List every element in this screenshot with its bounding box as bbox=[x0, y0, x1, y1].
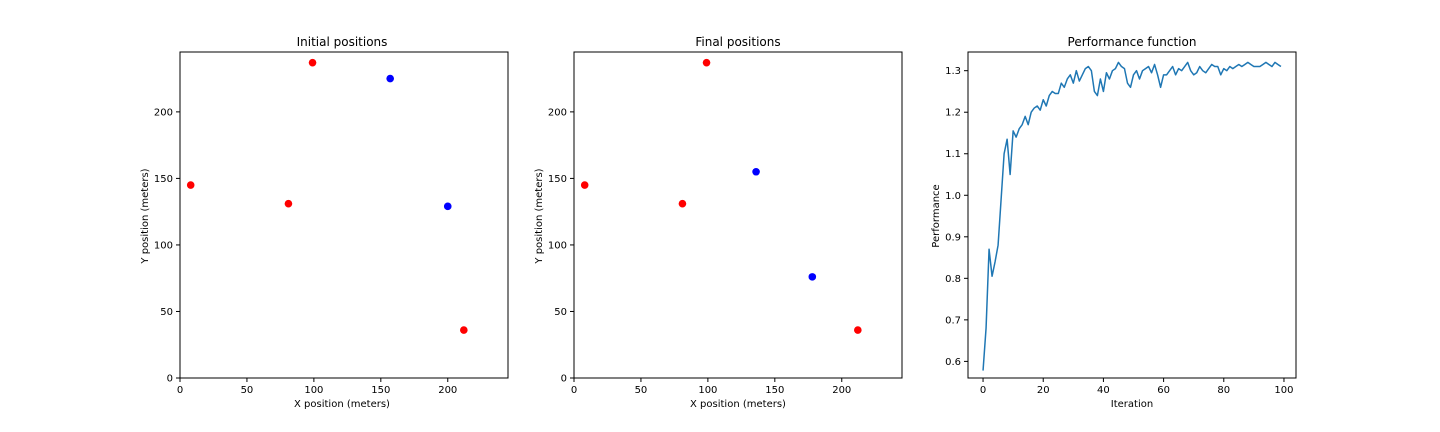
y-tick-label: 200 bbox=[154, 107, 173, 118]
y-tick-label: 0.7 bbox=[945, 315, 961, 326]
x-tick-label: 200 bbox=[832, 385, 851, 396]
y-tick-label: 0.9 bbox=[945, 232, 961, 243]
y-axis-label: Y position (meters) bbox=[140, 168, 151, 264]
axes-frame bbox=[967, 51, 1297, 379]
y-tick-label: 0.6 bbox=[945, 357, 961, 368]
y-tick-label: 50 bbox=[160, 307, 173, 318]
x-tick-label: 20 bbox=[1037, 385, 1050, 396]
y-axis-label: Y position (meters) bbox=[534, 168, 545, 264]
x-tick-label: 60 bbox=[1157, 385, 1170, 396]
data-point bbox=[752, 167, 760, 176]
chart-title: Final positions bbox=[695, 35, 780, 49]
data-point bbox=[854, 326, 862, 334]
data-point bbox=[443, 202, 452, 211]
x-tick-label: 200 bbox=[438, 385, 457, 396]
x-axis-label: X position (meters) bbox=[294, 399, 390, 410]
y-tick-label: 0 bbox=[561, 374, 567, 385]
y-tick-label: 1.0 bbox=[945, 191, 961, 202]
x-axis-label: X position (meters) bbox=[690, 399, 786, 410]
x-tick-label: 0 bbox=[177, 385, 183, 396]
y-tick-label: 0.8 bbox=[945, 274, 961, 285]
x-tick-label: 40 bbox=[1097, 385, 1110, 396]
data-point bbox=[386, 74, 394, 83]
x-tick-label: 150 bbox=[765, 385, 784, 396]
y-axis-label: Performance bbox=[931, 184, 942, 247]
final-positions-panel: Final positions X position (meters) Y po… bbox=[534, 35, 903, 410]
x-tick-label: 100 bbox=[304, 385, 323, 396]
data-point bbox=[808, 273, 817, 281]
x-tick-label: 100 bbox=[698, 385, 717, 396]
data-point bbox=[186, 181, 195, 189]
y-tick-label: 1.2 bbox=[945, 108, 961, 119]
y-tick-label: 0 bbox=[167, 374, 173, 385]
data-point bbox=[460, 326, 468, 334]
y-tick-label: 50 bbox=[554, 307, 567, 318]
y-tick-label: 1.1 bbox=[945, 149, 961, 160]
x-tick-label: 50 bbox=[635, 385, 648, 396]
axes-frame bbox=[179, 51, 509, 379]
axes-frame bbox=[573, 51, 903, 379]
y-tick-label: 200 bbox=[548, 107, 567, 118]
x-axis-label: Iteration bbox=[1111, 399, 1153, 410]
y-tick-label: 100 bbox=[154, 240, 173, 251]
y-tick-label: 100 bbox=[548, 240, 567, 251]
y-tick-label: 150 bbox=[548, 174, 567, 185]
data-point bbox=[308, 58, 317, 67]
performance-function-panel: Performance function Iteration Performan… bbox=[931, 35, 1297, 410]
x-tick-label: 100 bbox=[1274, 385, 1293, 396]
x-tick-label: 50 bbox=[241, 385, 254, 396]
x-tick-label: 150 bbox=[371, 385, 390, 396]
performance-line bbox=[982, 61, 1282, 371]
chart-title: Initial positions bbox=[297, 35, 388, 49]
x-tick-label: 0 bbox=[980, 385, 986, 396]
x-tick-label: 80 bbox=[1217, 385, 1230, 396]
data-point bbox=[284, 199, 293, 208]
y-tick-label: 150 bbox=[154, 174, 173, 185]
chart-title: Performance function bbox=[1068, 35, 1197, 49]
initial-positions-panel: Initial positions X position (meters) Y … bbox=[140, 35, 509, 410]
y-tick-label: 1.3 bbox=[945, 66, 961, 77]
data-point bbox=[702, 58, 711, 67]
data-point bbox=[678, 199, 687, 208]
x-tick-label: 0 bbox=[571, 385, 577, 396]
data-point bbox=[580, 181, 589, 189]
